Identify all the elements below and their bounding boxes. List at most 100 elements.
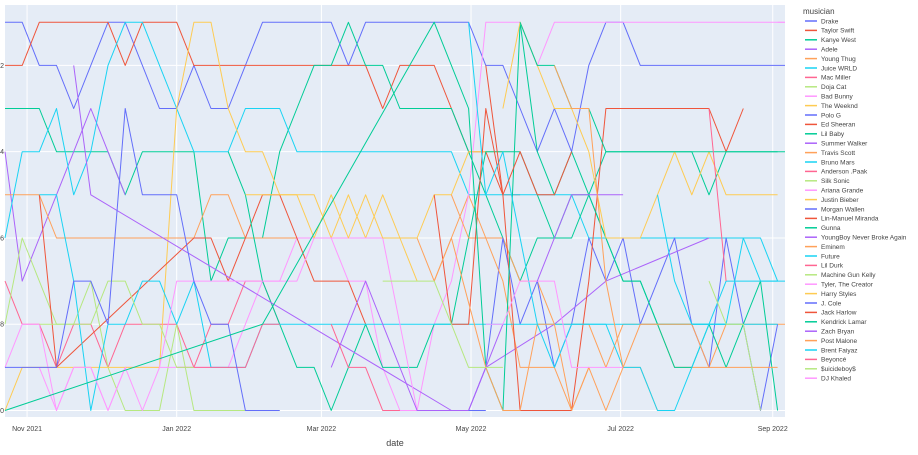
legend-item[interactable]: Anderson .Paak xyxy=(805,169,868,176)
legend-item[interactable]: Lil Durk xyxy=(805,263,844,270)
legend-item[interactable]: Lil Baby xyxy=(805,131,845,138)
legend-item[interactable]: Lin-Manuel Miranda xyxy=(805,216,879,223)
legend-label: Taylor Swift xyxy=(821,28,854,35)
legend-item[interactable]: Justin Bieber xyxy=(805,197,859,204)
plot-background xyxy=(5,5,785,417)
legend-label: Anderson .Paak xyxy=(821,169,868,176)
series-line xyxy=(502,21,778,239)
legend-item[interactable]: Taylor Swift xyxy=(805,28,854,35)
legend-label: Ed Sheeran xyxy=(821,122,856,129)
legend-item[interactable]: Tyler, The Creator xyxy=(805,282,874,289)
legend-label: DJ Khaled xyxy=(821,376,851,383)
legend-item[interactable]: Zach Bryan xyxy=(805,329,855,336)
legend-item[interactable]: Kanye West xyxy=(805,37,856,44)
series-line xyxy=(330,280,504,411)
x-tick-labels: Nov 2021 Jan 2022 Mar 2022 May 2022 Jul 2022… xyxy=(12,426,788,433)
legend-label: $uicideboy$ xyxy=(821,366,856,373)
legend-item[interactable]: Gunna xyxy=(805,225,841,232)
legend-label: Morgan Wallen xyxy=(821,206,865,213)
legend-label: Adele xyxy=(821,47,838,54)
legend: musician Drake Taylor Swift Kanye West Adel… xyxy=(803,7,907,383)
y-tick-label: 6 xyxy=(0,235,4,242)
series-line xyxy=(433,237,590,411)
legend-title: musician xyxy=(803,7,835,16)
legend-item[interactable]: DJ Khaled xyxy=(805,376,851,383)
legend-label: Juice WRLD xyxy=(821,65,857,72)
legend-label: Eminem xyxy=(821,244,845,251)
legend-label: Silk Sonic xyxy=(821,178,850,185)
legend-label: Travis Scott xyxy=(821,150,855,157)
legend-item[interactable]: J. Cole xyxy=(805,300,842,307)
x-axis-title: date xyxy=(386,438,404,448)
legend-item[interactable]: Bad Bunny xyxy=(805,94,854,101)
series-line xyxy=(38,237,418,411)
legend-item[interactable]: Eminem xyxy=(805,244,845,251)
legend-label: Polo G xyxy=(821,112,841,119)
series-line xyxy=(5,21,521,196)
legend-item[interactable]: Harry Styles xyxy=(805,291,857,298)
legend-label: Lin-Manuel Miranda xyxy=(821,216,879,223)
legend-item[interactable]: YoungBoy Never Broke Again xyxy=(805,235,907,242)
x-tick-label: Sep 2022 xyxy=(758,426,788,433)
legend-item[interactable]: Young Thug xyxy=(805,56,856,63)
legend-item[interactable]: Ed Sheeran xyxy=(805,122,856,129)
legend-item[interactable]: Silk Sonic xyxy=(805,178,850,185)
x-tick-label: Jul 2022 xyxy=(607,426,634,433)
legend-item[interactable]: Kendrick Lamar xyxy=(805,319,867,326)
legend-item[interactable]: Future xyxy=(805,253,840,260)
legend-label: Mac Miller xyxy=(821,75,851,82)
series-line xyxy=(5,21,785,153)
legend-label: The Weeknd xyxy=(821,103,858,110)
legend-item[interactable]: Juice WRLD xyxy=(805,65,857,72)
legend-label: Machine Gun Kelly xyxy=(821,272,876,279)
legend-item[interactable]: Summer Walker xyxy=(805,141,868,148)
legend-label: Ariana Grande xyxy=(821,188,864,195)
x-tick-label: Mar 2022 xyxy=(307,426,337,433)
legend-label: Drake xyxy=(821,18,839,25)
x-tick-label: Jan 2022 xyxy=(162,426,191,433)
legend-item[interactable]: Mac Miller xyxy=(805,75,851,82)
legend-item[interactable]: Morgan Wallen xyxy=(805,206,865,213)
legend-item[interactable]: Doja Cat xyxy=(805,84,846,91)
series-line xyxy=(536,194,624,282)
series-line xyxy=(485,280,624,368)
legend-label: Post Malone xyxy=(821,338,858,345)
legend-item[interactable]: Polo G xyxy=(805,112,841,119)
y-tick-label: 10 xyxy=(0,408,4,415)
legend-label: Summer Walker xyxy=(821,141,868,148)
series-line xyxy=(5,108,280,411)
legend-label: Future xyxy=(821,253,840,260)
legend-label: Harry Styles xyxy=(821,291,857,298)
legend-label: Beyoncé xyxy=(821,357,847,364)
legend-item[interactable]: Ariana Grande xyxy=(805,188,864,195)
legend-item[interactable]: Travis Scott xyxy=(805,150,855,157)
legend-item[interactable]: Brent Faiyaz xyxy=(805,347,858,354)
legend-label: Zach Bryan xyxy=(821,329,855,336)
legend-item[interactable]: Adele xyxy=(805,47,838,54)
legend-item[interactable]: Bruno Mars xyxy=(805,159,855,166)
series-line xyxy=(382,280,503,368)
legend-label: Gunna xyxy=(821,225,841,232)
legend-item[interactable]: Drake xyxy=(805,18,839,25)
legend-label: Brent Faiyaz xyxy=(821,347,858,354)
legend-item[interactable]: Machine Gun Kelly xyxy=(805,272,876,279)
legend-item[interactable]: Beyoncé xyxy=(805,357,847,364)
series-line xyxy=(245,194,418,282)
legend-label: Doja Cat xyxy=(821,84,846,91)
legend-label: YoungBoy Never Broke Again xyxy=(821,235,907,242)
legend-label: Young Thug xyxy=(821,56,856,63)
x-tick-label: Nov 2021 xyxy=(12,426,42,433)
legend-label: J. Cole xyxy=(821,300,842,307)
legend-label: Justin Bieber xyxy=(821,197,859,204)
legend-label: Tyler, The Creator xyxy=(821,282,874,289)
legend-item[interactable]: Jack Harlow xyxy=(805,310,857,317)
legend-label: Lil Durk xyxy=(821,263,844,270)
y-tick-label: 8 xyxy=(0,322,4,329)
series-line xyxy=(4,21,785,282)
legend-label: Bruno Mars xyxy=(821,159,855,166)
legend-item[interactable]: $uicideboy$ xyxy=(805,366,856,373)
legend-item[interactable]: Post Malone xyxy=(805,338,858,345)
legend-item[interactable]: The Weeknd xyxy=(805,103,858,110)
